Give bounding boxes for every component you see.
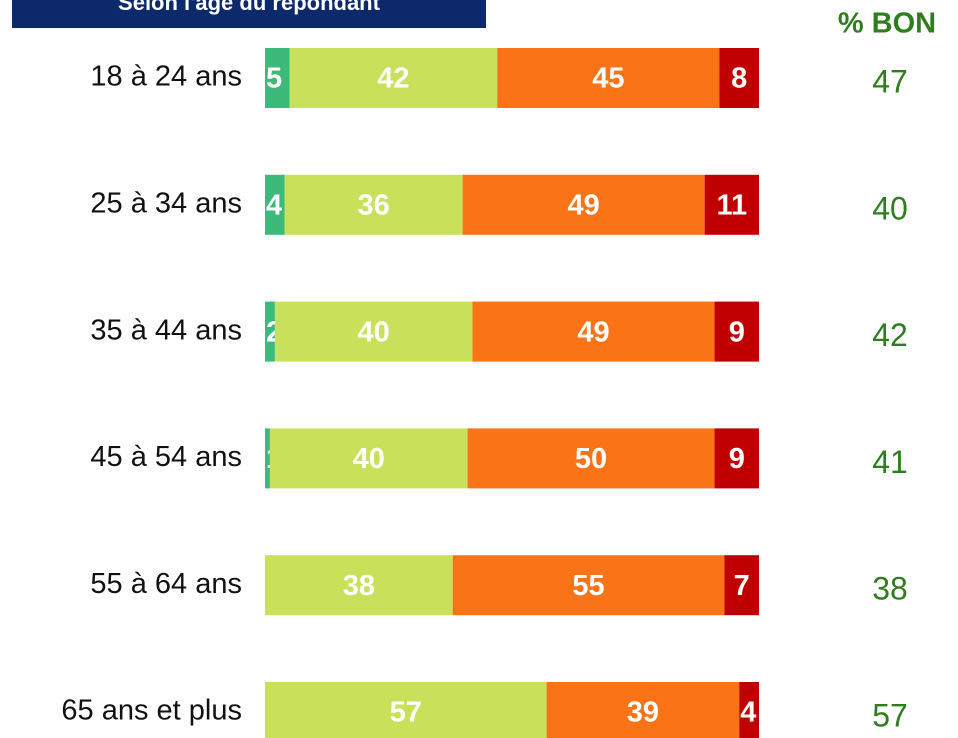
bar-segment — [462, 174, 705, 235]
segment-label: 4 — [266, 189, 282, 221]
segment-label: 45 — [592, 63, 624, 95]
category-label: 45 à 54 ans — [90, 441, 242, 473]
segment-label: 9 — [729, 443, 745, 475]
category-label: 25 à 34 ans — [90, 187, 242, 219]
bar-segment — [274, 301, 473, 362]
segment-label: 9 — [729, 316, 745, 348]
bar-segment — [265, 555, 453, 616]
bar-segment — [452, 555, 725, 616]
segment-label: 8 — [731, 63, 747, 95]
bar-segment — [724, 555, 759, 616]
bar-segment — [265, 301, 275, 362]
bar-segment — [289, 48, 498, 108]
bar-segment — [546, 682, 740, 738]
bar-segment — [739, 682, 759, 738]
bar-segment — [467, 428, 715, 489]
title-box — [12, 0, 486, 28]
bon-value: 40 — [872, 190, 908, 226]
bon-value: 57 — [872, 697, 908, 733]
bar-segment — [265, 428, 270, 489]
bar-segment — [284, 174, 463, 235]
bar-segment — [714, 301, 759, 362]
segment-label: 57 — [390, 697, 422, 729]
bon-title: % BON — [838, 8, 936, 40]
segment-label: 49 — [567, 189, 599, 221]
bar-segment — [472, 301, 715, 362]
bon-value: 47 — [872, 63, 908, 99]
segment-label: 42 — [377, 63, 409, 95]
bar-segment — [265, 682, 547, 738]
segment-label: 4 — [740, 697, 756, 729]
bar-segment — [269, 428, 468, 489]
bon-value: 41 — [872, 444, 908, 480]
category-label: 35 à 44 ans — [90, 314, 242, 346]
bon-value: 42 — [872, 317, 908, 353]
segment-label: 55 — [572, 570, 604, 602]
category-label: 18 à 24 ans — [90, 61, 242, 93]
bar-segment — [265, 174, 285, 235]
bon-value: 38 — [872, 571, 908, 607]
category-label: 65 ans et plus — [61, 695, 242, 727]
bar-segment — [704, 174, 759, 235]
chart-title: Selon l'âge du répondant — [118, 0, 381, 15]
segment-label: 49 — [577, 316, 609, 348]
segment-label: 7 — [734, 570, 750, 602]
bar-segment — [714, 428, 759, 489]
segment-label: 11 — [716, 189, 747, 221]
segment-label: 36 — [358, 189, 390, 221]
bar-segment — [265, 48, 290, 108]
segment-label: 38 — [343, 570, 375, 602]
segment-label: 5 — [266, 63, 282, 95]
bar-segment — [497, 48, 720, 108]
segment-label: 40 — [358, 316, 390, 348]
segment-label: 40 — [353, 443, 385, 475]
bar-segment — [719, 48, 759, 108]
segment-label: 39 — [627, 697, 659, 729]
segment-label: 50 — [575, 443, 607, 475]
category-label: 55 à 64 ans — [90, 568, 242, 600]
